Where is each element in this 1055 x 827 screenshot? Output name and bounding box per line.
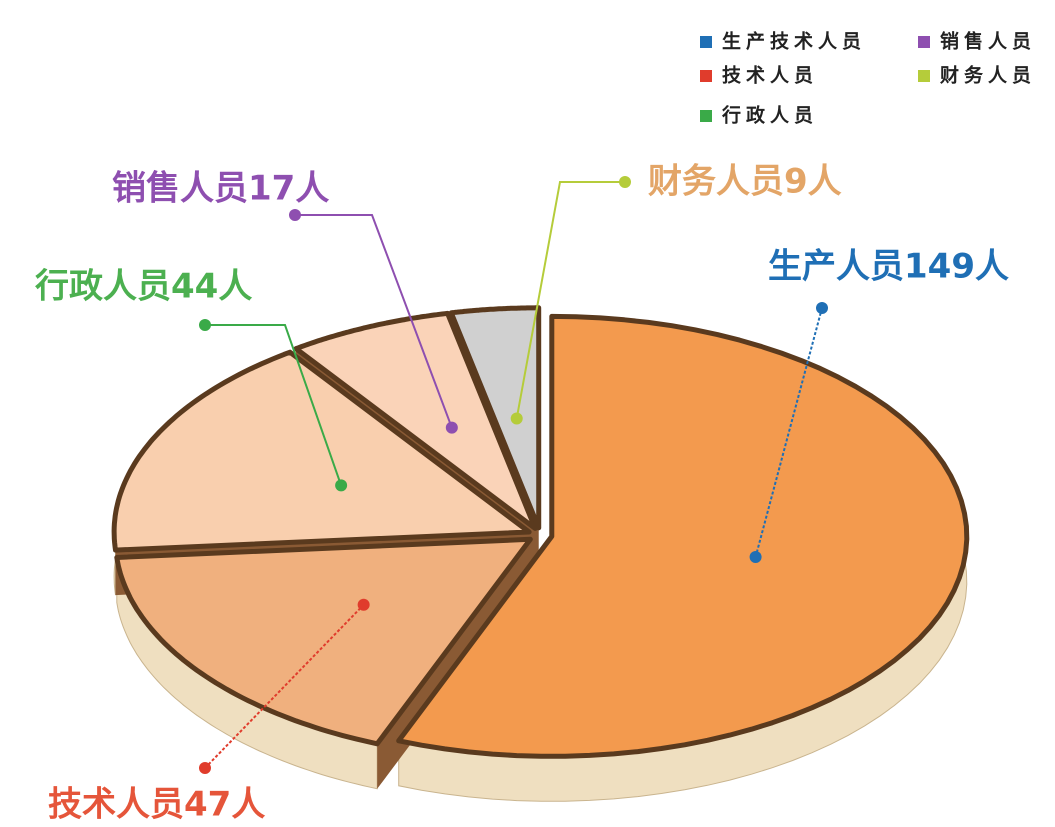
legend-marker [700, 70, 712, 82]
legend-marker [918, 36, 930, 48]
slice [111, 349, 532, 553]
leader-line [204, 604, 365, 769]
anchor-dot [335, 479, 348, 492]
slice [448, 305, 542, 531]
leader-dot [619, 176, 631, 188]
leader-dot [289, 209, 301, 221]
anchor-dot [445, 421, 458, 434]
data-label: 生产人员149人 [768, 247, 1009, 287]
legend-label: 销售人员 [940, 30, 1036, 53]
anchor-dot [749, 551, 762, 564]
leader-dot [199, 762, 211, 774]
anchor-dot [510, 412, 523, 425]
legend-marker [700, 36, 712, 48]
legend-label: 技术人员 [722, 64, 818, 87]
anchor-dot [357, 598, 370, 611]
slice [114, 536, 533, 747]
slice [293, 310, 538, 531]
legend-label: 财务人员 [940, 64, 1036, 87]
legend-marker [700, 110, 712, 122]
leader-line [295, 214, 453, 429]
leader-dot [816, 302, 828, 314]
slice [396, 313, 970, 759]
data-label: 行政人员44人 [35, 267, 252, 307]
legend-marker [918, 70, 930, 82]
data-label: 销售人员17人 [112, 169, 329, 209]
leader-dot [199, 319, 211, 331]
leader-line [205, 324, 343, 486]
data-label: 技术人员47人 [48, 785, 265, 825]
leader-line [754, 307, 823, 558]
leader-line [515, 181, 625, 419]
legend-label: 生产技术人员 [722, 30, 866, 53]
data-label: 财务人员9人 [648, 162, 842, 202]
legend-label: 行政人员 [721, 104, 818, 127]
